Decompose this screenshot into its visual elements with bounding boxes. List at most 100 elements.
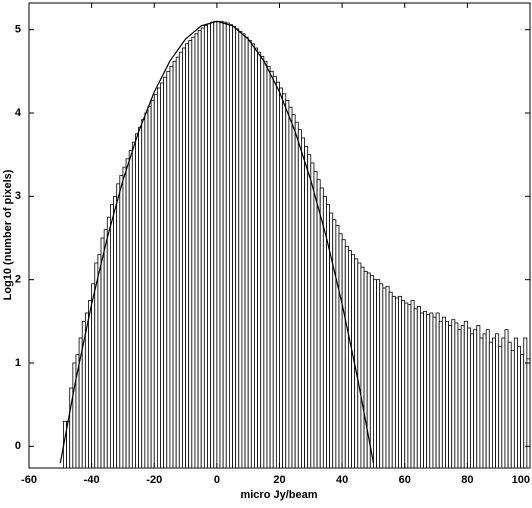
bar <box>301 137 305 468</box>
y-tick-label: 5 <box>15 24 21 36</box>
bar <box>91 283 96 468</box>
bar <box>269 70 274 468</box>
bar <box>191 36 196 468</box>
bar <box>147 105 152 468</box>
bar <box>448 325 453 468</box>
bar <box>341 239 346 468</box>
bar <box>504 329 509 468</box>
bar <box>310 162 315 468</box>
bar <box>432 316 437 468</box>
bar <box>260 55 265 468</box>
x-tick-label: 80 <box>461 474 473 486</box>
bar <box>501 337 506 468</box>
bar <box>466 327 471 468</box>
bar <box>153 94 158 468</box>
bar <box>510 350 515 468</box>
x-tick-label: 0 <box>214 474 220 486</box>
bar <box>197 30 202 468</box>
x-tick-label: 100 <box>512 474 530 486</box>
bar <box>319 187 324 468</box>
bar <box>178 51 183 468</box>
bar <box>357 262 362 468</box>
bar <box>135 133 139 468</box>
bar <box>479 337 484 468</box>
bar <box>407 304 412 468</box>
bar <box>347 250 352 468</box>
x-tick-label: 60 <box>399 474 411 486</box>
y-tick-label: 0 <box>15 440 21 452</box>
plot-area <box>59 20 530 468</box>
bar <box>294 121 299 468</box>
bar <box>125 158 130 468</box>
bar <box>219 20 224 468</box>
bar <box>160 82 165 468</box>
bar <box>266 65 271 468</box>
bar <box>413 308 418 468</box>
bar <box>451 319 456 468</box>
bar <box>175 56 180 468</box>
bar <box>110 204 114 468</box>
bar <box>116 183 121 468</box>
bar <box>238 30 243 468</box>
bar <box>282 93 287 468</box>
x-tick-label: -40 <box>84 474 100 486</box>
bar <box>156 87 161 468</box>
x-tick-label: 20 <box>273 474 285 486</box>
bar <box>410 300 415 468</box>
bar <box>288 106 293 468</box>
bar <box>376 279 381 468</box>
y-tick-label: 4 <box>15 107 22 119</box>
bar <box>138 126 143 468</box>
bar <box>517 345 522 468</box>
bar <box>207 23 212 468</box>
x-tick-label: -20 <box>146 474 162 486</box>
bar <box>172 60 177 468</box>
bar <box>225 22 230 468</box>
bar <box>482 333 487 468</box>
bar <box>360 266 365 468</box>
bar <box>88 300 93 468</box>
bar <box>194 33 199 468</box>
bar <box>369 275 374 468</box>
bar <box>163 76 168 468</box>
bar <box>254 47 258 468</box>
bar <box>200 27 205 468</box>
bar <box>457 329 462 468</box>
bar <box>106 216 111 468</box>
y-tick-label: 1 <box>15 357 21 369</box>
bar <box>335 225 340 468</box>
y-axis-label: Log10 (number of pixels) <box>2 169 14 300</box>
bar <box>420 312 424 468</box>
bar <box>398 295 403 468</box>
bar <box>275 81 280 468</box>
bar <box>272 75 277 468</box>
bar <box>473 329 478 468</box>
bar <box>257 51 262 468</box>
bar <box>119 175 124 468</box>
bar <box>232 25 237 468</box>
bar <box>379 283 384 468</box>
bar <box>338 233 343 468</box>
bar <box>141 119 146 468</box>
bar <box>279 87 284 468</box>
bar <box>103 229 108 468</box>
bar <box>250 43 255 468</box>
bar <box>84 312 89 468</box>
bar <box>144 112 149 468</box>
bar <box>373 279 377 468</box>
y-tick-label: 3 <box>15 190 21 202</box>
bar <box>169 65 174 468</box>
bar <box>188 40 193 468</box>
bar <box>263 60 268 468</box>
bar <box>235 28 240 468</box>
bar <box>526 358 530 468</box>
bar <box>435 312 440 468</box>
bar <box>122 166 127 468</box>
bar <box>166 70 171 468</box>
bar <box>222 21 227 468</box>
bar <box>388 291 393 468</box>
bar <box>463 320 468 468</box>
bar <box>128 150 133 468</box>
bar <box>285 100 290 468</box>
